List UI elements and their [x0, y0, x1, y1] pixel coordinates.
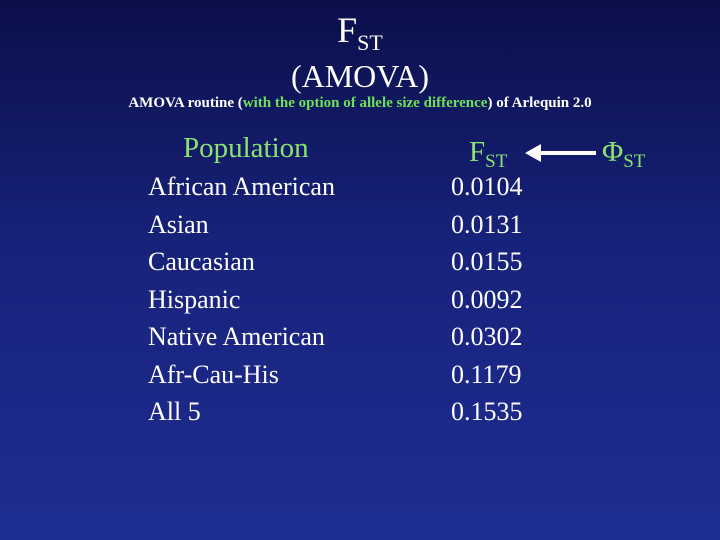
left-arrow-icon	[525, 143, 597, 168]
fst-header-f: F	[469, 136, 486, 168]
fst-value: 0.0302	[451, 322, 523, 351]
phi-header-symbol: Φ	[602, 136, 624, 168]
population-list: African American Asian Caucasian Hispani…	[148, 168, 335, 431]
fst-value: 0.0092	[451, 284, 523, 314]
title-subscript: ST	[357, 30, 383, 55]
population-item: Afr-Cau-His	[148, 359, 279, 389]
subtitle-part2: ) of Arlequin 2.0	[487, 95, 592, 111]
fst-value-list: 0.0104 0.0131 0.0155 0.0092 0.0302 0.117…	[451, 168, 523, 431]
population-column-header: Population	[183, 132, 309, 164]
fst-column-header: FST	[469, 136, 508, 172]
fst-header-subscript: ST	[485, 151, 508, 172]
population-item: African American	[148, 172, 335, 201]
fst-value: 0.1179	[451, 359, 522, 389]
phi-st-header: ΦST	[602, 136, 646, 172]
phi-header-subscript: ST	[623, 151, 646, 172]
subtitle-highlight: with the option of allele size differenc…	[242, 95, 488, 111]
subtitle-part1: AMOVA routine (	[128, 95, 243, 111]
slide-title: FST	[0, 10, 720, 55]
title-f: F	[337, 10, 358, 50]
population-item: Native American	[148, 322, 325, 351]
slide-subtitle: AMOVA routine (with the option of allele…	[0, 95, 720, 112]
population-item: All 5	[148, 397, 201, 426]
fst-value: 0.0131	[451, 209, 523, 239]
population-item: Caucasian	[148, 247, 255, 276]
fst-value: 0.0104	[451, 172, 523, 201]
population-item: Asian	[148, 209, 209, 239]
fst-value: 0.0155	[451, 247, 523, 276]
slide-title-amova: (AMOVA)	[290, 58, 430, 94]
population-item: Hispanic	[148, 284, 241, 314]
fst-value: 0.1535	[451, 397, 523, 426]
